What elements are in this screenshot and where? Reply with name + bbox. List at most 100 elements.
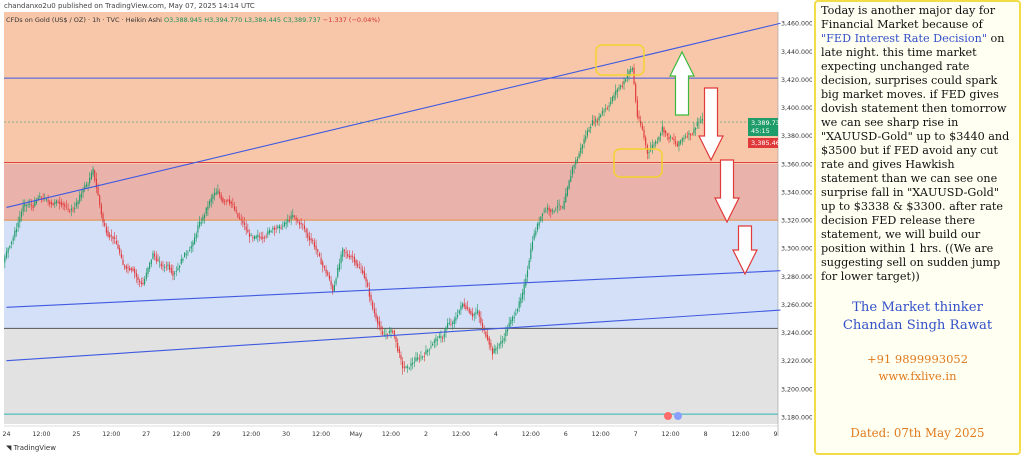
candle-body xyxy=(285,222,287,225)
y-tick-label: 3,440.000 xyxy=(781,49,812,56)
candle-body xyxy=(510,319,512,324)
candle-body xyxy=(132,268,134,271)
candle-body xyxy=(292,215,294,218)
candle-body xyxy=(471,313,474,317)
candle-body xyxy=(447,323,449,329)
highlight-box-top[interactable] xyxy=(595,44,645,76)
down-arrow-2[interactable] xyxy=(714,159,740,224)
candle-body xyxy=(184,252,186,257)
candle-body xyxy=(443,333,445,338)
candle-body xyxy=(490,342,492,348)
candle-body xyxy=(24,203,26,207)
candle-body xyxy=(190,246,192,249)
candle-body xyxy=(119,247,121,254)
candle-body xyxy=(92,168,94,175)
candle-body xyxy=(85,184,87,187)
candle-body xyxy=(508,322,510,327)
highlight-box-bottom[interactable] xyxy=(613,148,663,178)
trendline[interactable] xyxy=(6,22,781,208)
candle-body xyxy=(160,263,162,267)
candle-body xyxy=(59,201,61,205)
candle-body xyxy=(395,336,397,343)
candle-body xyxy=(561,207,564,209)
candle-body xyxy=(207,206,209,210)
candle-body xyxy=(513,316,515,319)
candle-body xyxy=(325,269,327,274)
y-tick-label: 3,180.000 xyxy=(781,414,812,421)
candle-body xyxy=(233,206,236,210)
x-tick-label: 12:00 xyxy=(522,431,540,438)
candle-body xyxy=(540,216,542,221)
candle-body xyxy=(142,282,144,285)
candle-body xyxy=(322,262,324,267)
x-tick-label: 12:00 xyxy=(312,431,330,438)
candle-body xyxy=(80,193,82,198)
candle-body xyxy=(147,267,149,274)
candle-body xyxy=(491,347,494,355)
candle-body xyxy=(435,338,437,342)
candle-body xyxy=(165,266,167,268)
flag-icon[interactable] xyxy=(674,412,682,420)
candle-body xyxy=(288,220,291,222)
y-tick-label: 3,420.000 xyxy=(781,77,812,84)
candle-body xyxy=(205,207,207,214)
candle-body xyxy=(611,96,613,102)
down-arrow-1[interactable] xyxy=(698,87,724,162)
candle-body xyxy=(57,202,59,204)
candle-body xyxy=(127,267,129,268)
candle-body xyxy=(215,192,217,195)
candle-body xyxy=(195,233,197,239)
candle-body xyxy=(283,222,286,227)
candle-body xyxy=(428,349,430,351)
candle-body xyxy=(99,195,101,205)
candle-body xyxy=(9,246,11,248)
zone-bottom xyxy=(4,328,778,424)
trendline[interactable] xyxy=(6,270,781,308)
x-tick-label: 6 xyxy=(564,431,568,438)
zone-lower xyxy=(4,220,778,329)
candle-body xyxy=(520,297,522,304)
candle-body xyxy=(72,209,74,211)
candle-body xyxy=(466,307,469,309)
price-axis[interactable] xyxy=(778,0,812,458)
candle-body xyxy=(686,135,688,137)
candle-body xyxy=(418,358,420,360)
trendline[interactable] xyxy=(6,309,781,362)
candle-body xyxy=(496,347,499,349)
down-arrow-3[interactable] xyxy=(732,225,758,276)
contact-website[interactable]: www.fxlive.in xyxy=(878,369,957,383)
candle-body xyxy=(403,367,405,369)
candle-body xyxy=(633,67,635,84)
x-tick-label: 29 xyxy=(212,431,220,438)
candle-body xyxy=(115,240,117,245)
candle-body xyxy=(523,284,525,295)
candle-body xyxy=(70,208,72,211)
tradingview-brand[interactable]: ◥ TradingView xyxy=(6,444,56,452)
candle-body xyxy=(342,248,344,257)
candle-body xyxy=(580,147,582,154)
candle-body xyxy=(225,200,227,202)
candle-body xyxy=(167,264,169,266)
candle-body xyxy=(89,177,91,184)
candle-body xyxy=(49,201,51,205)
x-tick-label: May xyxy=(350,431,363,438)
candle-body xyxy=(620,85,622,88)
chart-svg[interactable]: 3,460.000 3,440.000 3,420.000 3,400.000 3,38… xyxy=(0,0,812,458)
candle-body xyxy=(12,237,14,241)
candle-body xyxy=(581,144,584,149)
note-date: Dated: 07th May 2025 xyxy=(850,426,985,440)
candle-body xyxy=(375,312,377,319)
event-icon[interactable] xyxy=(664,412,672,420)
candle-body xyxy=(535,231,537,235)
candle-body xyxy=(100,204,102,215)
candle-body xyxy=(230,201,232,204)
chart-area[interactable]: 3,460.000 3,440.000 3,420.000 3,400.000 3,38… xyxy=(0,0,812,458)
candle-body xyxy=(390,329,392,333)
candle-body xyxy=(531,241,534,250)
candle-body xyxy=(621,85,623,87)
contact-block: +91 9899993052 www.fxlive.in xyxy=(821,351,1014,385)
candle-body xyxy=(262,236,264,239)
up-arrow[interactable] xyxy=(669,50,695,116)
x-tick-label: 12:00 xyxy=(731,431,749,438)
candle-body xyxy=(208,201,211,206)
